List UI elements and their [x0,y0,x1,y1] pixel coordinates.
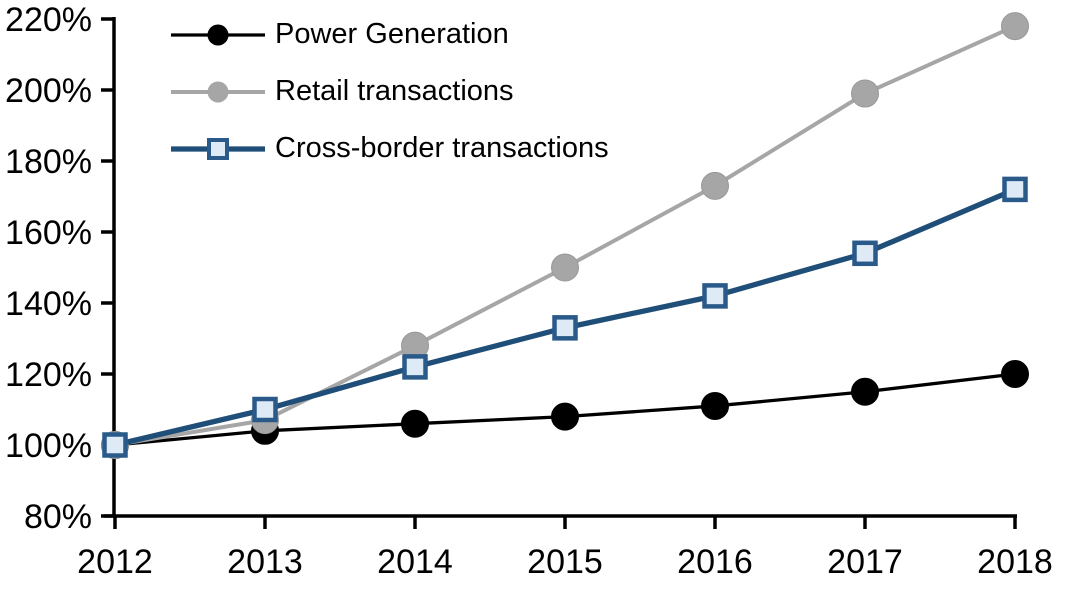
x-axis-tick-label: 2014 [377,543,453,581]
y-axis-tick-label: 100% [5,427,92,465]
y-axis-tick-label: 140% [5,285,92,323]
series-marker-cross-border-transactions [102,432,128,458]
legend-label-retail-transactions: Retail transactions [275,75,514,107]
series-marker-power-generation [701,391,729,420]
x-axis-tick-label: 2017 [827,543,903,581]
series-marker-cross-border-transactions [852,240,878,267]
legend-item-retail-transactions: Retail transactions [170,63,609,120]
series-marker-power-generation [1001,360,1029,388]
legend-label-cross-border-transactions: Cross-border transactions [275,132,609,164]
x-axis-tick-label: 2013 [227,543,303,581]
legend-item-power-generation: Power Generation [170,6,609,63]
series-marker-retail-transactions [551,253,579,282]
series-marker-retail-transactions [1001,12,1029,41]
x-axis-tick-label: 2012 [77,543,153,581]
legend-item-cross-border-transactions: Cross-border transactions [170,120,609,177]
y-axis-tick-label: 200% [5,72,92,110]
cross-border-transactions-line-marker-icon [171,137,265,160]
series-marker-cross-border-transactions [402,354,428,380]
y-axis-tick-label: 220% [5,1,92,39]
y-axis-tick-label: 80% [24,498,92,536]
series-marker-cross-border-transactions [702,283,728,309]
series-marker-cross-border-transactions [1002,176,1028,203]
series-marker-power-generation [401,409,429,438]
y-axis-tick-label: 120% [5,356,92,394]
y-axis-tick-label: 160% [5,214,92,252]
series-marker-power-generation [551,402,579,431]
x-axis-tick-label: 2018 [977,543,1053,581]
power-generation-line-marker-icon [171,24,265,45]
x-axis-tick-label: 2016 [677,543,753,581]
retail-transactions-line-marker-icon [171,81,265,102]
x-axis-tick-label: 2015 [527,543,603,581]
series-marker-cross-border-transactions [552,315,578,341]
y-axis-tick-label: 180% [5,143,92,181]
series-marker-cross-border-transactions [252,396,278,423]
series-marker-power-generation [851,377,879,406]
series-marker-retail-transactions [701,171,729,200]
legend-label-power-generation: Power Generation [275,18,509,50]
chart-legend: Power Generation Retail transactions Cro… [170,6,609,177]
series-marker-retail-transactions [851,79,879,108]
